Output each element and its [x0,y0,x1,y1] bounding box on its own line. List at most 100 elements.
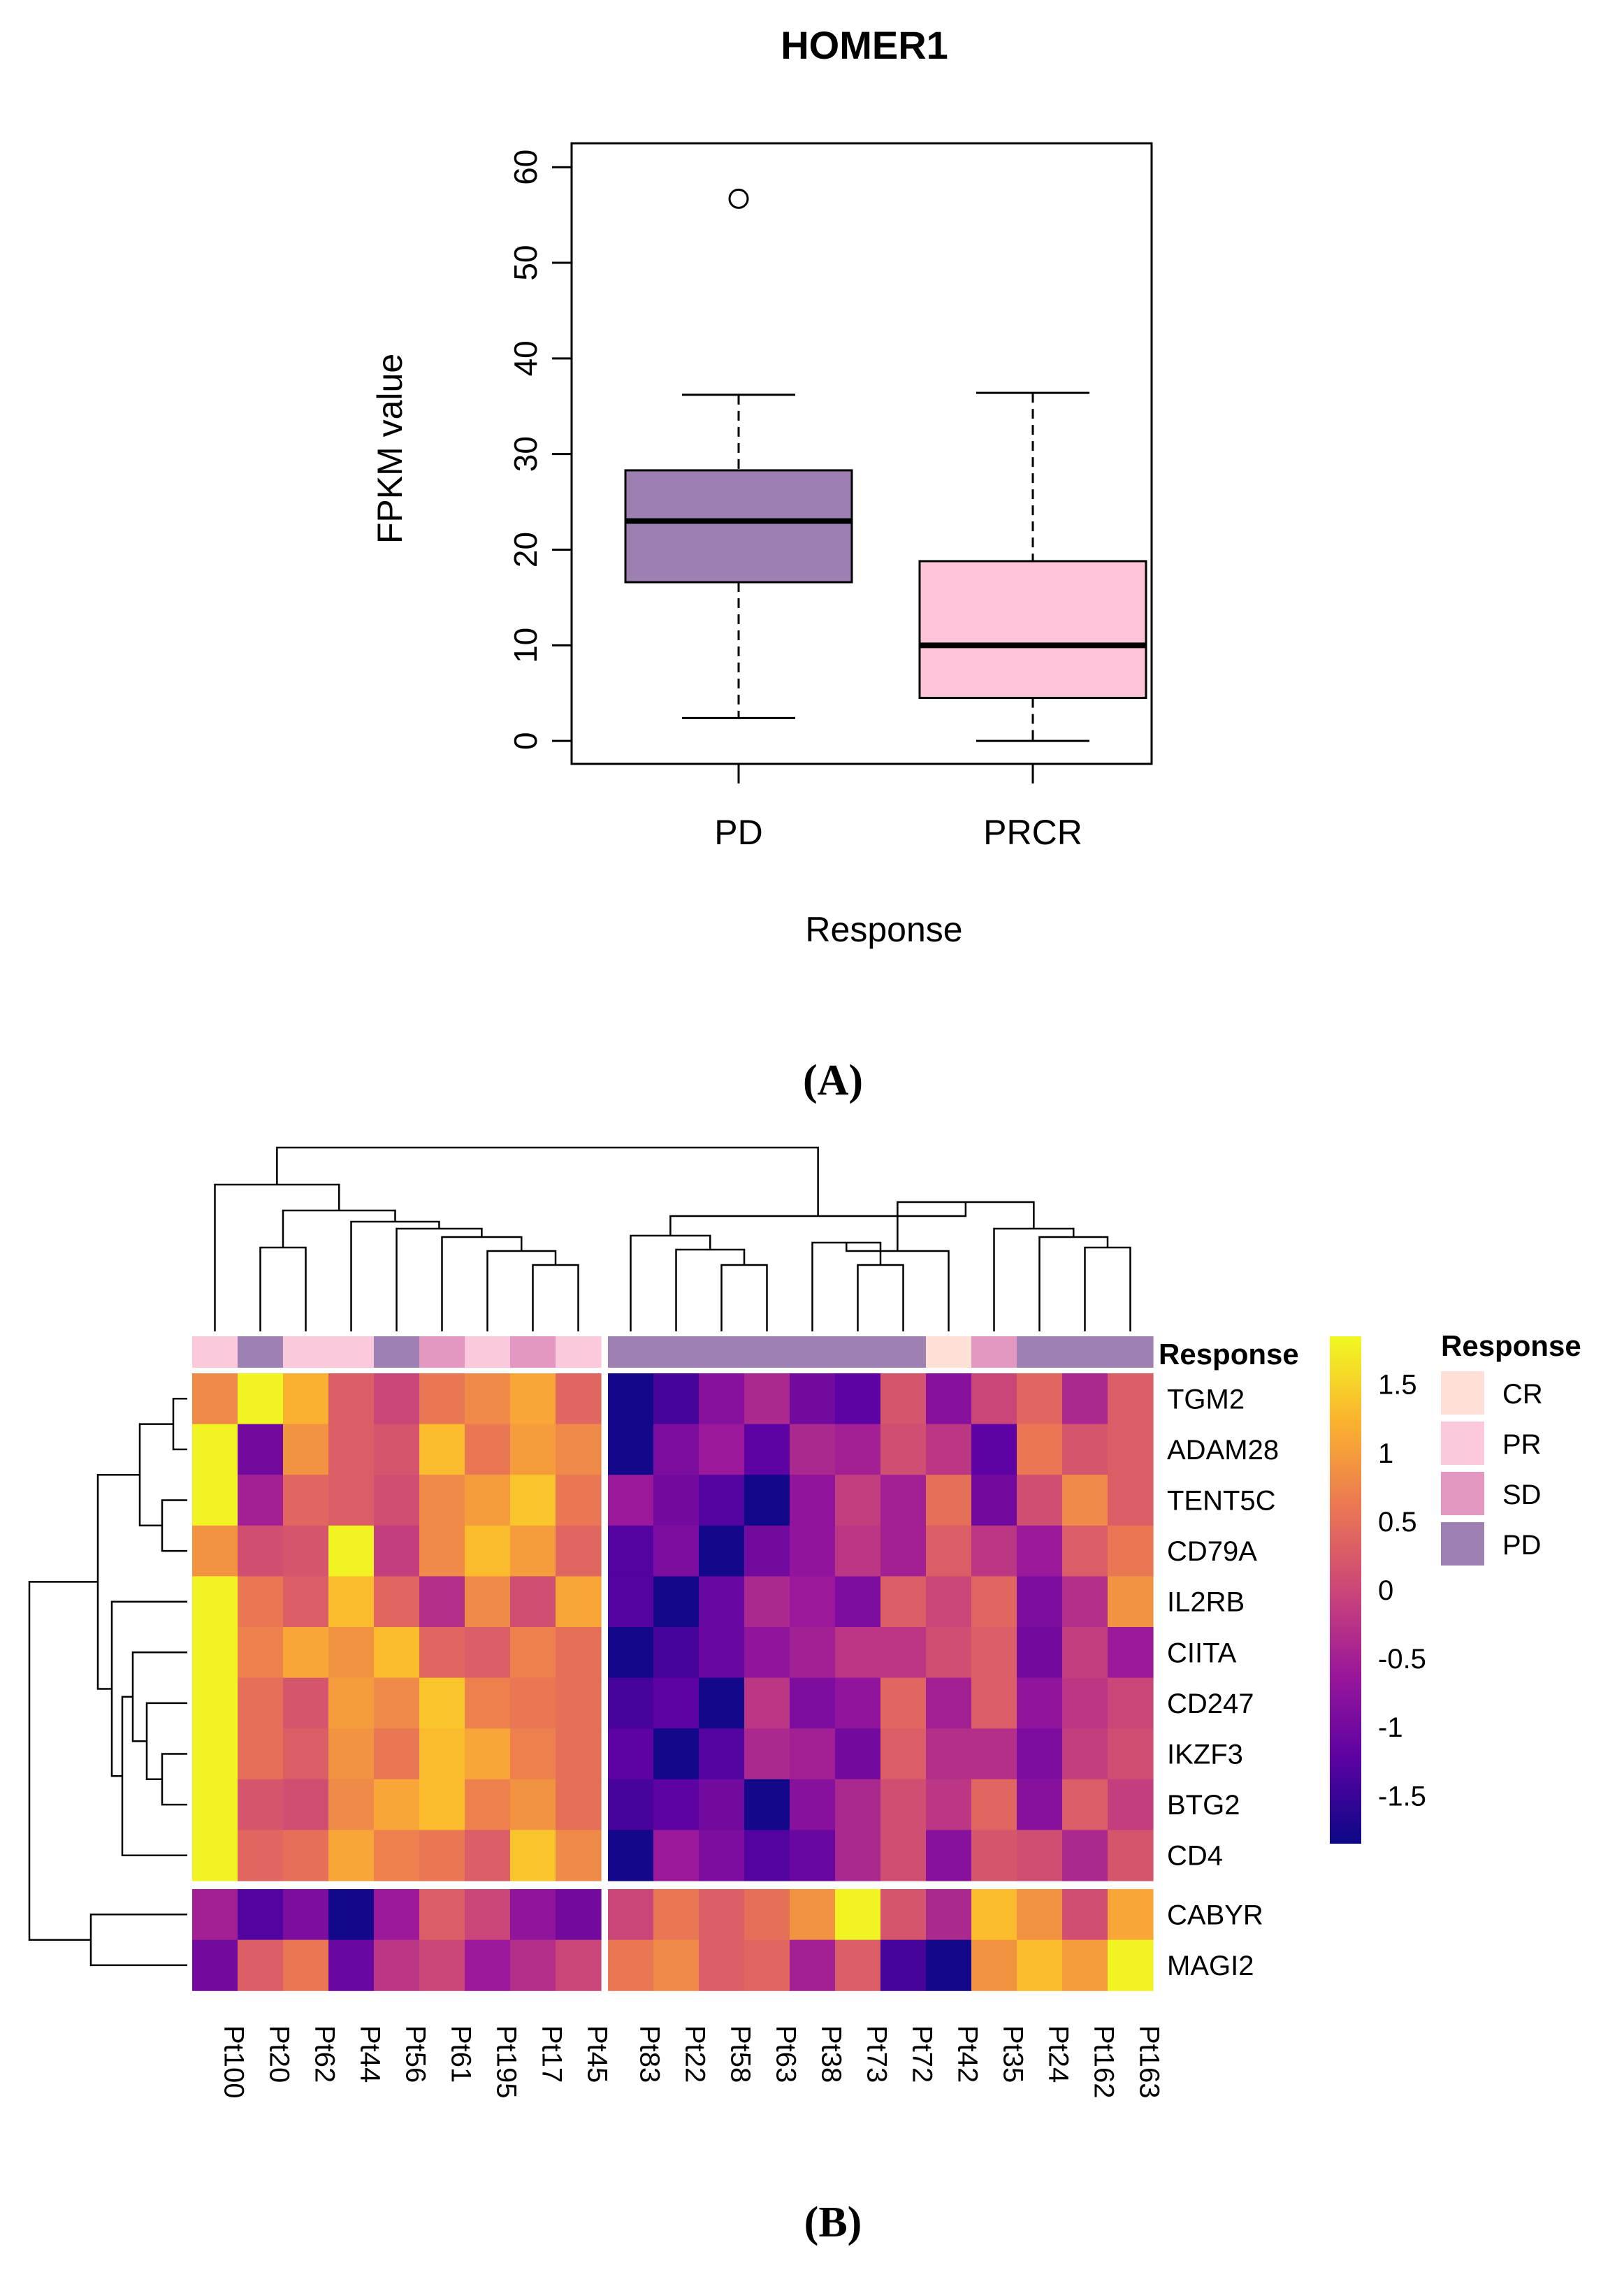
heatmap-cell [328,1677,375,1729]
row-labels: TGM2 ADAM28 TENT5C CD79A IL2RB CIITA CD247 IKZF… [1167,1384,1279,1981]
heatmap-cell [699,1627,745,1679]
annotation-cell [653,1336,699,1368]
heatmap-cell [192,1373,238,1425]
heatmap-cell [1108,1728,1154,1780]
heatmap-cell [510,1627,556,1679]
heatmap-cell [880,1830,927,1881]
heatmap-cell [1017,1475,1063,1526]
heatmap-cell [1017,1889,1063,1941]
heatmap-cell [465,1889,511,1941]
heatmap-cell [835,1373,881,1425]
color-scale-ticks: 1.5 1 0.5 0 -0.5 -1 -1.5 [1378,1370,1426,1812]
annotation-cell [556,1336,602,1368]
heatmap-cell [283,1627,329,1679]
heatmap-cell [238,1475,284,1526]
heatmap-cell [328,1576,375,1628]
heatmap-cell [880,1373,927,1425]
heatmap-cell [1017,1830,1063,1881]
heatmap-cell [328,1475,375,1526]
row-dendrogram-branch [172,1398,187,1451]
y-ticks: 0 10 20 30 40 50 60 [507,150,572,750]
annotation-cell [835,1336,881,1368]
column-dendrogram-branch [675,1248,746,1331]
heatmap-cell [465,1627,511,1679]
legend-swatch-sd [1441,1472,1484,1515]
heatmap-cell [653,1627,699,1679]
color-scale-bar [1330,1336,1361,1844]
annotation-cell [1017,1336,1063,1368]
heatmap-cell [192,1728,238,1780]
column-dendrogram-branch [720,1264,768,1331]
heatmap-cell [835,1728,881,1780]
heatmap-cell [374,1830,420,1881]
column-label: Pt62 [310,2025,340,2083]
column-dendrogram-branch [396,1227,483,1331]
heatmap-cell [880,1525,927,1577]
heatmap-cell [374,1373,420,1425]
row-dendrogram-branch [131,1651,187,1742]
heatmap-cell [1062,1627,1108,1679]
heatmap-cell [699,1373,745,1425]
heatmap-cell [328,1889,375,1941]
heatmap-cell [238,1525,284,1577]
heatmap-cell [653,1424,699,1475]
column-label: Pt22 [680,2025,711,2083]
heatmap-cell [283,1889,329,1941]
heatmap-cell [835,1475,881,1526]
heatmap-cell [744,1779,790,1830]
heatmap-cell [699,1939,745,1991]
legend-label: CR [1502,1379,1543,1410]
heatmap-cell [926,1830,972,1881]
column-label: Pt195 [491,2025,522,2099]
heatmap-cell [283,1830,329,1881]
heatmap-cell [653,1779,699,1830]
heatmap-cell [374,1424,420,1475]
heatmap-cell [971,1475,1017,1526]
column-label: Pt45 [582,2025,613,2083]
column-label: Pt38 [816,2025,847,2083]
heatmap-cell [653,1939,699,1991]
heatmap-cell [238,1627,284,1679]
column-label: Pt163 [1134,2025,1165,2099]
heatmap-cell [328,1373,375,1425]
column-dendrogram-branch [214,1183,340,1331]
heatmap-cell [608,1939,654,1991]
heatmap-cell [192,1525,238,1577]
heatmap-cell [835,1424,881,1475]
heatmap-cell [510,1939,556,1991]
heatmap-cell [419,1830,465,1881]
heatmap-cell [744,1373,790,1425]
heatmap-cell [835,1939,881,1991]
row-label: BTG2 [1167,1790,1240,1821]
column-label: Pt17 [537,2025,567,2083]
row-label: IL2RB [1167,1587,1245,1618]
heatmap-cell [238,1889,284,1941]
heatmap-cell [835,1830,881,1881]
annotation-cell [238,1336,284,1368]
response-annotation-bar [192,1336,1154,1368]
column-dendrogram-branch [259,1246,307,1331]
heatmap-cell [465,1779,511,1830]
color-scale-tick-label: 1.5 [1378,1370,1417,1401]
heatmap-cell [556,1475,602,1526]
heatmap-cell [328,1627,375,1679]
heatmap-cell [556,1424,602,1475]
heatmap-cell [465,1677,511,1729]
heatmap-cell [744,1576,790,1628]
annotation-cell [510,1336,556,1368]
heatmap-cell [880,1475,927,1526]
heatmap-cell [328,1424,375,1475]
heatmap-cell [1062,1424,1108,1475]
heatmap-cell [374,1779,420,1830]
heatmap-cell [744,1677,790,1729]
column-dendrogram-branch [282,1209,396,1248]
outlier-point [728,188,749,209]
heatmap-cell [699,1576,745,1628]
legend-label: SD [1502,1480,1542,1510]
row-label: TENT5C [1167,1486,1276,1517]
heatmap-cell [608,1475,654,1526]
y-tick-label: 20 [507,532,544,568]
heatmap-cell [419,1576,465,1628]
column-label: Pt35 [998,2025,1029,2083]
annotation-cell [790,1336,836,1368]
